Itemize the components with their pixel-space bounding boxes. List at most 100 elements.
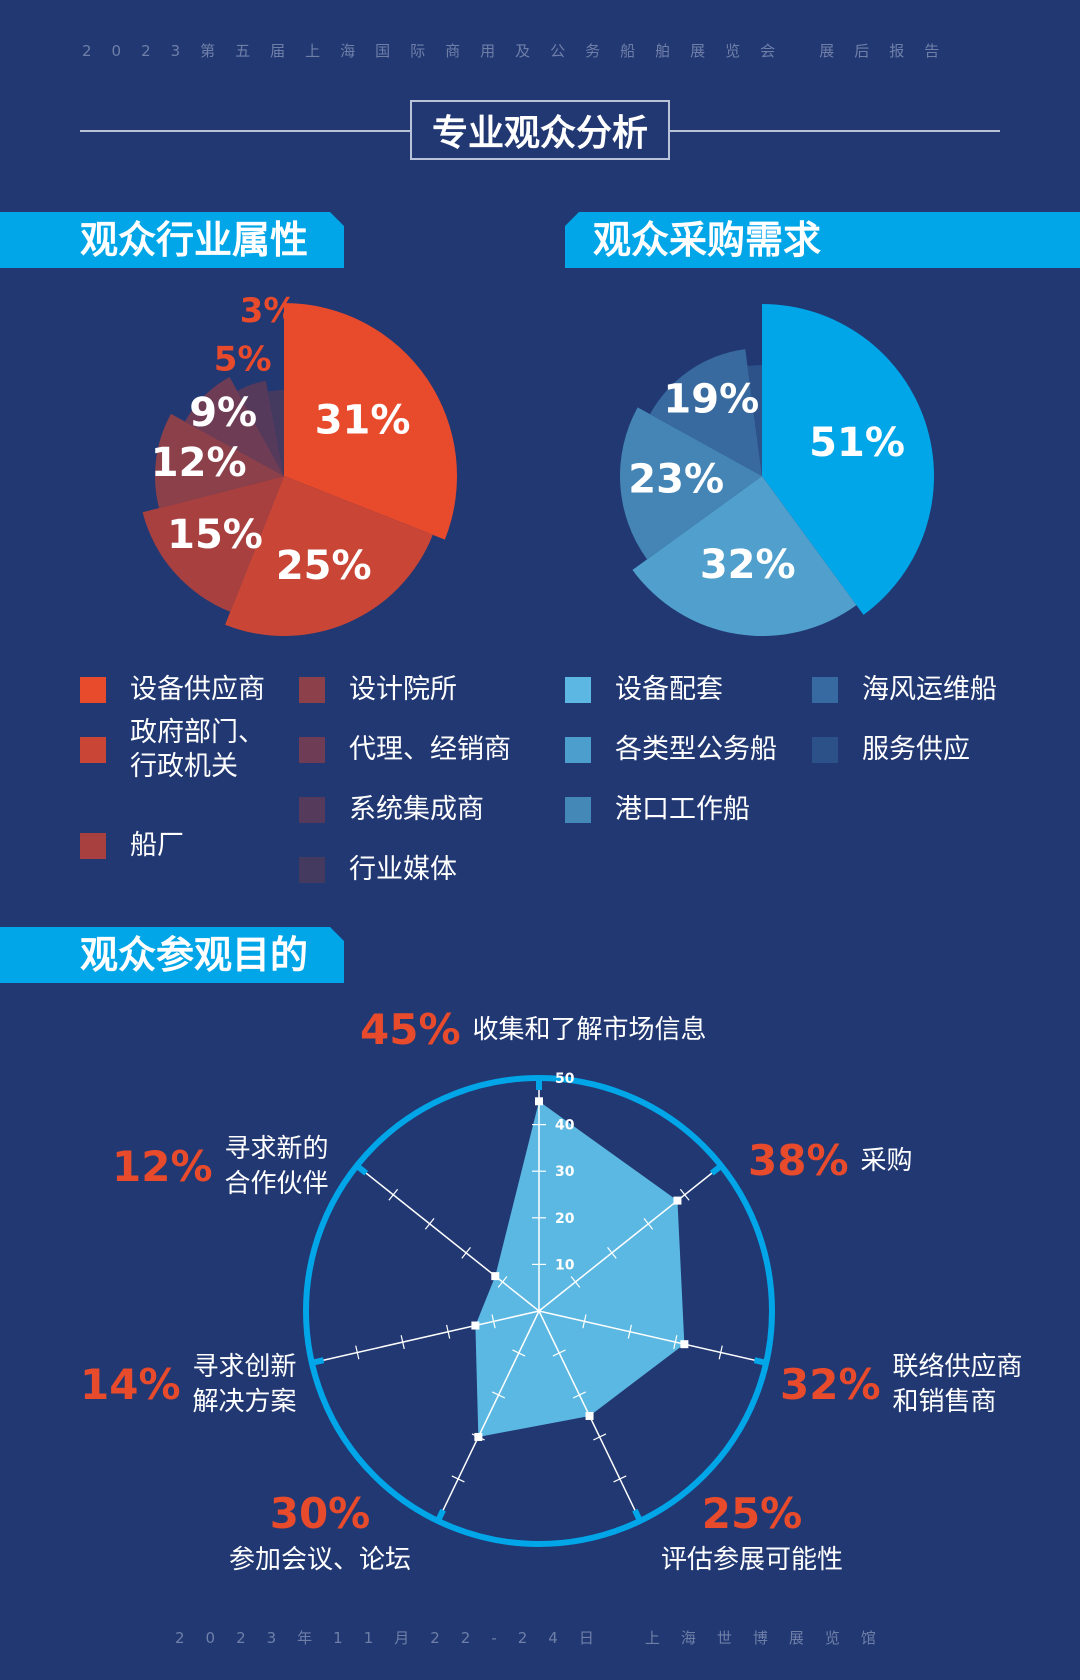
pie-slice — [284, 303, 458, 540]
radar-axis-label: 参加会议、论坛 — [228, 1545, 411, 1575]
radar-tick — [570, 1276, 581, 1288]
radar-axis — [437, 1310, 540, 1522]
legend-label: 各类型公务船 — [615, 734, 777, 765]
legend-item: 代理、经销商 — [299, 733, 511, 767]
report-header: 2023第五届上海国际商用及公务船舶展览会 展后报告 — [82, 40, 1002, 61]
radar-label-group: 38% 采购 — [748, 1126, 913, 1196]
radar-tick — [552, 1349, 566, 1357]
pie-label: 23% — [628, 456, 724, 502]
radar-tick — [572, 1391, 587, 1399]
radar-tick — [400, 1335, 405, 1350]
legend-item: 服务供应 — [812, 733, 970, 767]
radar-point — [471, 1321, 480, 1330]
legend-swatch — [299, 797, 325, 823]
legend-label: 海风运维船 — [862, 674, 997, 705]
legend-label: 系统集成商 — [349, 794, 484, 825]
radar-scale-label: 30 — [555, 1164, 575, 1180]
pie-label: 12% — [151, 440, 247, 486]
radar-axis-label: 收集和了解市场信息 — [472, 1014, 707, 1045]
radar-tick — [461, 1247, 471, 1259]
radar-tick — [718, 1345, 723, 1360]
legend-swatch — [80, 677, 106, 703]
legend-label: 设计院所 — [349, 674, 457, 705]
event-venue: 上海世博展览馆 — [644, 1629, 897, 1647]
legend-item: 船厂 — [80, 829, 184, 863]
radar-axis-label: 寻求新的 合作伙伴 — [224, 1134, 329, 1199]
pie-label: 51% — [809, 420, 905, 466]
legend-label: 服务供应 — [862, 734, 970, 765]
report-footer: 2023年11月22-24日 上海世博展览馆 — [175, 1627, 915, 1648]
pie-slice — [155, 413, 284, 509]
radar-point — [491, 1272, 500, 1281]
pie-slice — [632, 476, 857, 636]
radar-axis-label: 寻求创新 解决方案 — [192, 1352, 297, 1417]
radar-tick — [424, 1217, 435, 1230]
legend-label: 设备配套 — [615, 674, 723, 705]
radar-outer-ring — [303, 1075, 775, 1547]
legend-item: 设备配套 — [565, 673, 723, 707]
radar-tick — [491, 1391, 506, 1399]
legend-label: 设备供应商 — [130, 674, 265, 705]
radar-tick — [388, 1188, 399, 1201]
radar-value-label: 14% — [80, 1360, 181, 1409]
legend-swatch — [299, 737, 325, 763]
pie-slice — [649, 349, 762, 476]
pie-label: 19% — [663, 377, 759, 423]
pie-label: 25% — [276, 543, 372, 589]
legend-label: 政府部门、 行政机关 — [130, 717, 265, 782]
legend-label: 船厂 — [130, 830, 184, 861]
radar-label-group: 45% 收集和了解市场信息 — [360, 995, 707, 1065]
radar-axis-label: 评估参展可能性 — [660, 1545, 843, 1575]
radar-point — [585, 1411, 594, 1420]
pie-slice — [747, 364, 762, 476]
radar-scale-label: 10 — [555, 1257, 575, 1273]
radar-point — [535, 1097, 543, 1106]
radar-label-group: 25% 评估参展可能性 — [592, 1491, 912, 1578]
legend-item: 设备供应商 — [80, 673, 265, 707]
radar-label-group: 32% 联络供应商 和销售商 — [780, 1350, 1023, 1420]
radar-tick — [679, 1188, 690, 1201]
legend-label: 港口工作船 — [615, 794, 750, 825]
legend-swatch — [80, 737, 106, 763]
pie-label: 5% — [214, 340, 272, 380]
section-purpose-heading: 观众参观目的 — [0, 927, 344, 983]
radar-tick — [643, 1217, 654, 1230]
radar-label-group: 30% 参加会议、论坛 — [160, 1491, 480, 1578]
radar-axis-label: 采购 — [860, 1145, 913, 1176]
radar-tick — [593, 1433, 607, 1441]
radar-label-group: 12% 寻求新的 合作伙伴 — [112, 1132, 329, 1202]
legend-swatch — [812, 737, 838, 763]
radar-tick — [607, 1247, 617, 1259]
legend-item: 系统集成商 — [299, 793, 484, 827]
radar-value-label: 32% — [780, 1360, 881, 1409]
section-purchase-heading: 观众采购需求 — [565, 212, 1080, 268]
radar-point — [680, 1340, 689, 1349]
radar-tick — [445, 1324, 451, 1339]
radar-scale-label: 20 — [555, 1211, 575, 1227]
pie-slice — [267, 390, 284, 476]
radar-tick — [491, 1314, 496, 1329]
radar-area — [475, 1101, 685, 1437]
legend-swatch — [565, 737, 591, 763]
legend-item: 设计院所 — [299, 673, 457, 707]
radar-axis — [538, 1165, 722, 1312]
event-date: 2023年11月22-24日 — [175, 1629, 615, 1647]
radar-axis — [311, 1310, 540, 1364]
divider — [80, 130, 410, 132]
legend-item: 政府部门、 行政机关 — [80, 716, 265, 784]
radar-label-group: 14% 寻求创新 解决方案 — [80, 1350, 297, 1420]
radar-value-label: 30% — [269, 1489, 371, 1538]
legend-swatch — [565, 797, 591, 823]
page-title: 专业观众分析 — [410, 100, 670, 160]
radar-scale-label: 50 — [555, 1071, 575, 1087]
radar-value-label: 12% — [112, 1142, 213, 1191]
legend-item: 港口工作船 — [565, 793, 750, 827]
pie-slice — [620, 407, 762, 560]
pie-label: 32% — [700, 542, 796, 588]
radar-tick — [355, 1345, 360, 1360]
radar-tick — [582, 1314, 587, 1329]
legend-item: 各类型公务船 — [565, 733, 777, 767]
pie-slice — [237, 380, 284, 476]
pie-slice — [184, 376, 284, 476]
